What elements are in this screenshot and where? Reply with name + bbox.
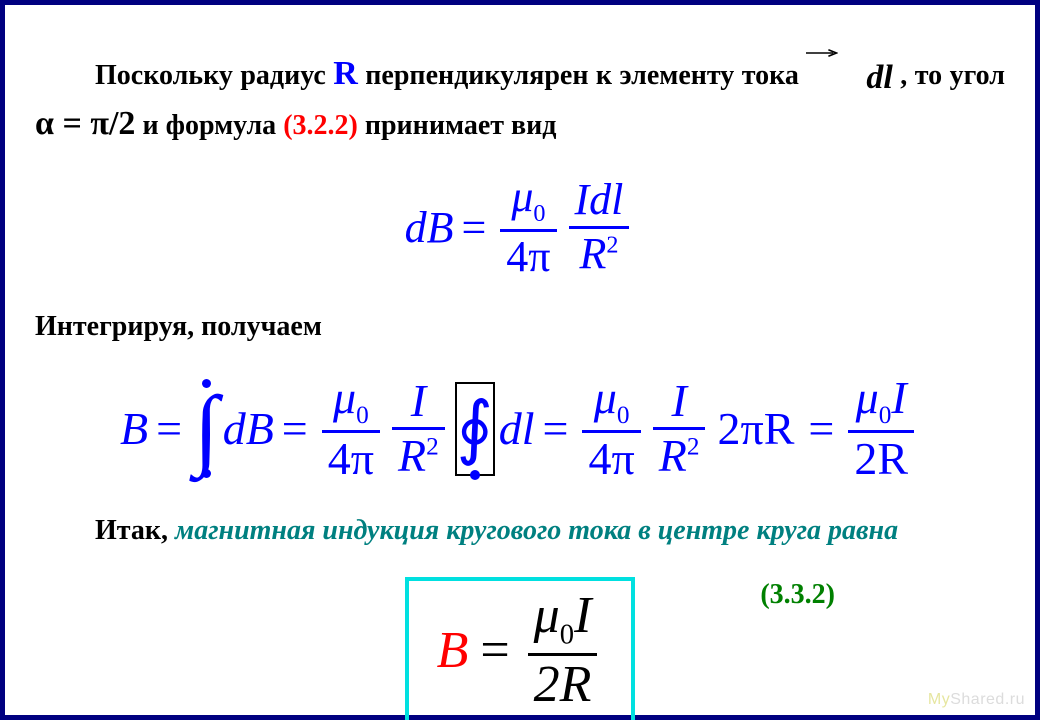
- watermark: MyShared.ru: [928, 691, 1025, 709]
- p1-t2: перпендикулярен к элементу тока: [365, 60, 806, 91]
- f1-lhs: dB: [405, 202, 454, 253]
- equation-number: (3.3.2): [760, 579, 835, 611]
- formula-dB-content: dB = μ0 4π Idl R2: [405, 174, 636, 279]
- integral-icon: ∫: [194, 379, 219, 478]
- formula-integral: B = ∫ dB = μ0 4π I R2 ∮ dl = μ0: [35, 374, 1005, 484]
- final-formula-box: B = μ0I 2R: [405, 577, 636, 720]
- f2-2piR: 2πR: [717, 402, 794, 455]
- formula-dB: dB = μ0 4π Idl R2: [35, 174, 1005, 279]
- paragraph-3: Итак, магнитная индукция кругового тока …: [35, 512, 1005, 550]
- p1-t3: , то угол: [900, 60, 1005, 91]
- eq-ref: (3.2.2): [283, 110, 358, 141]
- p3-italic: магнитная индукция кругового тока в цент…: [175, 515, 898, 546]
- p1-t5: принимает вид: [365, 110, 557, 141]
- p3-lead: Итак,: [95, 515, 175, 546]
- p1-t1: Поскольку радиус: [95, 60, 333, 91]
- paragraph-2: Интегрируя, получаем: [35, 308, 1005, 346]
- f2-dl: dl: [499, 402, 535, 455]
- vector-arrow-icon: [806, 49, 838, 57]
- watermark-my: My: [928, 691, 950, 708]
- final-B: B: [437, 621, 469, 680]
- f2-frac-final: μ0I 2R: [848, 374, 914, 484]
- f2-B: B: [120, 402, 148, 455]
- equals-icon: =: [808, 402, 834, 455]
- p1-t4: и формула: [142, 110, 283, 141]
- paragraph-1: Поскольку радиус R перпендикулярен к эле…: [35, 51, 1005, 146]
- alpha-eq: α = π/2: [35, 105, 135, 142]
- final-frac: μ0I 2R: [528, 589, 598, 712]
- formula-integral-content: B = ∫ dB = μ0 4π I R2 ∮ dl = μ0: [120, 374, 920, 484]
- dl-vector: dl: [806, 55, 892, 101]
- f2-dB: dB: [223, 402, 274, 455]
- equals-icon: =: [461, 202, 486, 253]
- f2-frac-IR2-2: I R2: [653, 377, 706, 481]
- contour-integral-icon: ∮: [455, 382, 495, 476]
- equals-icon: =: [543, 402, 569, 455]
- equals-icon: =: [282, 402, 308, 455]
- radius-R: R: [333, 55, 358, 92]
- final-formula-wrap: (3.3.2) B = μ0I 2R: [35, 577, 1005, 720]
- final-formula: B = μ0I 2R: [437, 589, 604, 712]
- slide-page: Поскольку радиус R перпендикулярен к эле…: [0, 0, 1040, 720]
- f2-frac-mu: μ0 4π: [322, 374, 380, 484]
- f1-frac1: μ0 4π: [500, 174, 556, 279]
- equals-icon: =: [480, 621, 509, 680]
- equals-icon: =: [156, 402, 182, 455]
- f1-frac2: Idl R2: [569, 177, 630, 276]
- f2-frac-mu-2: μ0 4π: [582, 374, 640, 484]
- watermark-rest: Shared.ru: [950, 691, 1025, 708]
- f2-frac-IR2: I R2: [392, 377, 445, 481]
